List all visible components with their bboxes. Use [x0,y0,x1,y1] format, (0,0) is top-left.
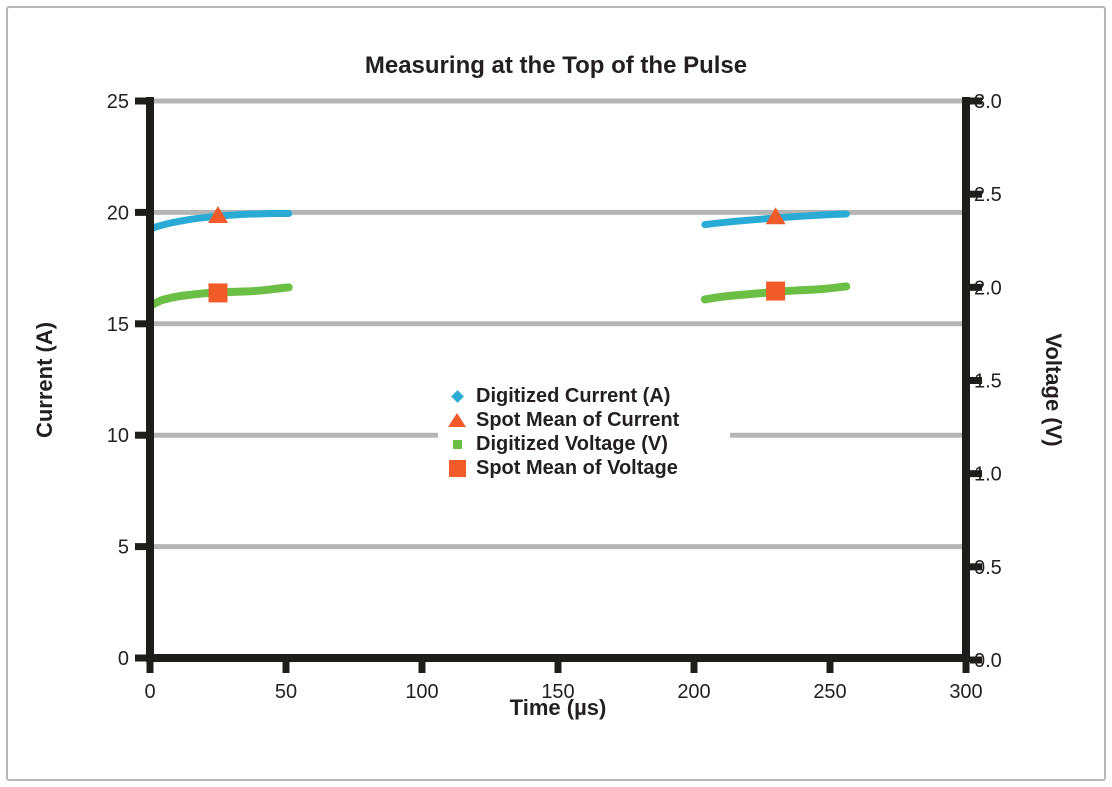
svg-text:1.5: 1.5 [974,371,1002,393]
spot-mean-current-triangle-marker [208,205,228,223]
axis-ticks [135,97,982,673]
series-spot-mean-of-voltage [208,281,786,303]
series-digitized-voltage-v [146,282,851,310]
legend-label-digitized-voltage: Digitized Voltage (V) [476,432,668,455]
left-axis-title: Current (A) [32,321,57,439]
svg-text:10: 10 [107,425,129,447]
digitized-current-diamond-icon [450,389,464,403]
legend-item-digitized-current: Digitized Current (A) [438,384,730,408]
svg-text:2.5: 2.5 [974,184,1002,206]
svg-text:300: 300 [949,681,982,703]
x-axis-title: Time (µs) [509,695,607,720]
spot-mean-voltage-square-marker [766,281,786,301]
svg-text:2.0: 2.0 [974,277,1002,299]
svg-text:0.5: 0.5 [974,557,1002,579]
svg-text:20: 20 [107,202,129,224]
svg-text:25: 25 [107,91,129,113]
svg-text:3.0: 3.0 [974,91,1002,113]
legend-marker-cell [438,459,476,477]
svg-text:250: 250 [813,681,846,703]
legend-item-spot-mean-voltage: Spot Mean of Voltage [438,456,730,480]
legend-label-spot-mean-current: Spot Mean of Current [476,408,680,431]
legend-marker-cell [438,439,476,449]
legend-item-digitized-voltage: Digitized Voltage (V) [438,432,730,456]
axes [146,97,970,662]
legend-label-spot-mean-voltage: Spot Mean of Voltage [476,456,678,479]
digitized-voltage-square-icon [452,439,462,449]
axis-tick-labels: 0 5 10 15 20 25 0.0 0.5 1.0 1.5 2.0 2.5 3.0 0 50 100 150… [107,91,1002,703]
svg-text:1.0: 1.0 [974,464,1002,486]
legend-item-spot-mean-current: Spot Mean of Current [438,408,730,432]
svg-text:200: 200 [677,681,710,703]
series-spot-mean-of-current [208,205,786,225]
svg-text:50: 50 [275,681,297,703]
legend-marker-cell [438,413,476,427]
spot-mean-voltage-square-icon [448,459,466,477]
svg-text:5: 5 [118,537,129,559]
spot-mean-current-triangle-marker [765,207,786,225]
svg-text:100: 100 [405,681,438,703]
svg-text:0: 0 [144,681,155,703]
svg-text:0.0: 0.0 [974,650,1002,672]
svg-text:150: 150 [541,681,574,703]
svg-text:0: 0 [118,648,129,670]
legend-label-digitized-current: Digitized Current (A) [476,384,671,407]
spot-mean-current-triangle-icon [448,413,466,427]
right-axis-title: Voltage (V) [1041,333,1066,447]
series-digitized-current-a [146,210,850,233]
svg-text:15: 15 [107,314,129,336]
chart-title: Measuring at the Top of the Pulse [364,52,748,79]
legend-marker-cell [438,389,476,403]
legend: Digitized Current (A) Spot Mean of Curre… [438,382,730,482]
spot-mean-voltage-square-marker [208,283,228,303]
